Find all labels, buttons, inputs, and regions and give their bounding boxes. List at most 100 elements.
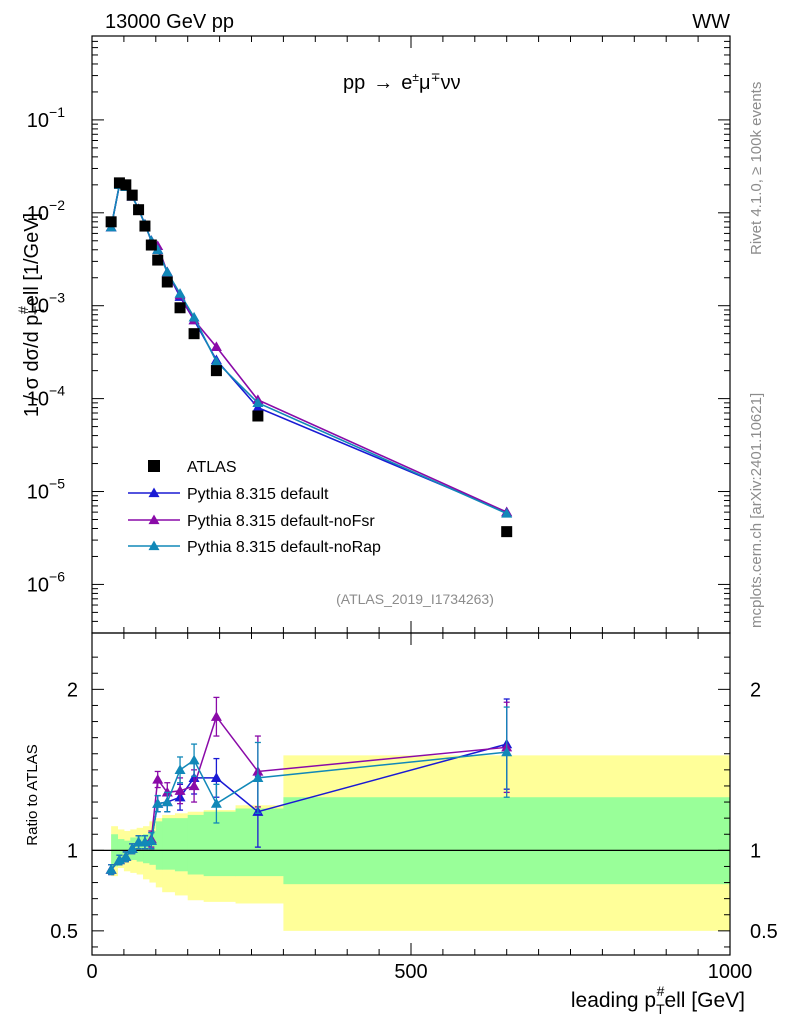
data-point-atlas bbox=[139, 220, 151, 232]
legend: ATLAS Pythia 8.315 default Pythia 8.315 de… bbox=[128, 459, 381, 556]
data-point-atlas bbox=[133, 204, 145, 216]
data-point-atlas bbox=[252, 410, 264, 422]
ratio-marker-noRap bbox=[126, 843, 138, 853]
ratio-y-tick-label: 0.5 bbox=[50, 921, 78, 943]
data-point-atlas bbox=[501, 526, 513, 538]
process-e: e bbox=[401, 72, 412, 94]
mcplots-label: mcplots.cern.ch [arXiv:2401.10621] bbox=[748, 393, 765, 628]
marker-noRap bbox=[210, 356, 222, 366]
header-process: WW bbox=[692, 11, 730, 33]
ratio-marker-noRap bbox=[188, 754, 200, 765]
legend-marker-noRap bbox=[148, 540, 160, 551]
legend-label-noFsr: Pythia 8.315 default-noFsr bbox=[187, 513, 375, 530]
y-tick-label: 10−3 bbox=[27, 290, 65, 318]
rivet-version-label: Rivet 4.1.0, ≥ 100k events bbox=[748, 82, 765, 255]
ratio-y-axis-title: Ratio to ATLAS bbox=[24, 744, 41, 845]
y-tick-label: 10−4 bbox=[27, 383, 65, 411]
legend-entry-noRap: Pythia 8.315 default-noRap bbox=[128, 539, 381, 556]
analysis-id: (ATLAS_2019_I1734263) bbox=[336, 591, 494, 607]
uncertainty-band-green bbox=[174, 818, 189, 872]
x-title-prefix: leading p bbox=[571, 989, 656, 1012]
y-tick-label: 10−6 bbox=[27, 568, 65, 596]
data-point-atlas bbox=[210, 365, 222, 377]
process-sup-pm: ± bbox=[412, 70, 419, 84]
uncertainty-band-green bbox=[187, 814, 205, 875]
marker-noRap bbox=[188, 311, 200, 322]
legend-marker-data bbox=[148, 460, 160, 472]
y-tick-label: 10−5 bbox=[27, 476, 65, 504]
y-title-suffix: ell [1/GeV] bbox=[21, 213, 43, 306]
ratio-y-tick-label-right: 1 bbox=[750, 840, 761, 862]
main-plot-panel: 10−6 10−5 10−4 10−3 10−2 10−1 bbox=[27, 35, 731, 634]
y-tick-label: 10−1 bbox=[27, 104, 65, 132]
ratio-marker-noRap bbox=[161, 796, 173, 807]
uncertainty-band-green bbox=[235, 808, 284, 877]
process-sup-mp: ∓ bbox=[431, 70, 441, 84]
y-title-sup: # bbox=[15, 306, 31, 314]
process-nunu: νν bbox=[441, 72, 461, 94]
process-arrow: → bbox=[373, 72, 393, 94]
y-title-sub: T bbox=[31, 306, 47, 315]
ratio-marker-noFsr bbox=[188, 780, 200, 791]
data-point-atlas bbox=[152, 254, 164, 266]
ratio-marker-default bbox=[210, 772, 222, 783]
data-point-atlas bbox=[174, 302, 186, 314]
legend-label-noRap: Pythia 8.315 default-noRap bbox=[187, 539, 381, 556]
ratio-marker-noRap bbox=[113, 854, 125, 865]
data-point-atlas bbox=[145, 239, 157, 251]
ratio-marker-noRap bbox=[120, 851, 132, 861]
x-tick-label: 500 bbox=[394, 961, 427, 983]
ratio-y-tick-label-right: 0.5 bbox=[750, 921, 778, 943]
ratio-marker-noRap bbox=[152, 798, 164, 808]
ratio-y-tick-label: 2 bbox=[67, 679, 78, 701]
header-energy: 13000 GeV pp bbox=[105, 11, 234, 33]
ratio-y-tick-label: 1 bbox=[67, 840, 78, 862]
data-point-atlas bbox=[113, 177, 125, 189]
ratio-marker-noFsr bbox=[174, 785, 186, 795]
ratio-plot-panel: 0.5 0.5 1 1 2 2 0 500 1000 bbox=[50, 632, 778, 983]
process-mu: μ bbox=[419, 72, 431, 94]
marker-noRap bbox=[174, 288, 186, 298]
x-tick-label: 0 bbox=[86, 961, 97, 983]
series-line-noFsr bbox=[110, 183, 508, 513]
x-title-sup: # bbox=[657, 983, 665, 999]
legend-label-default: Pythia 8.315 default bbox=[187, 486, 329, 503]
y-tick-label: 10−2 bbox=[27, 197, 65, 225]
uncertainty-band-green bbox=[162, 818, 176, 870]
data-point-atlas bbox=[120, 179, 132, 191]
series-line-noRap bbox=[110, 183, 508, 515]
marker-noRap bbox=[501, 507, 513, 518]
marker-noRap bbox=[252, 397, 264, 407]
x-axis-title: leading pT #ell [GeV] bbox=[571, 983, 745, 1017]
data-point-atlas bbox=[188, 328, 200, 340]
series-line-default bbox=[110, 183, 508, 513]
process-base: pp bbox=[343, 72, 365, 94]
ratio-marker-noFsr bbox=[210, 711, 222, 721]
legend-label-data: ATLAS bbox=[187, 459, 237, 476]
ratio-marker-noRap bbox=[174, 764, 186, 774]
process-title: pp → e±μ∓νν bbox=[343, 70, 461, 94]
marker-noFsr bbox=[210, 341, 222, 352]
uncertainty-band-green bbox=[155, 821, 163, 870]
ratio-marker-noRap bbox=[105, 864, 117, 874]
ratio-marker-noRap bbox=[252, 772, 264, 783]
uncertainty-band-green bbox=[149, 831, 157, 865]
ratio-marker-noRap bbox=[145, 835, 157, 845]
y-title-prefix: 1 / σ dσ/d p bbox=[21, 315, 43, 418]
ratio-marker-noRap bbox=[210, 798, 222, 808]
legend-marker-noFsr bbox=[148, 514, 160, 525]
main-y-axis-title: 1 / σ dσ/d pT#ell [1/GeV] bbox=[15, 213, 47, 417]
ratio-marker-noRap bbox=[501, 746, 513, 757]
legend-entry-default: Pythia 8.315 default bbox=[128, 486, 329, 503]
data-point-atlas bbox=[126, 189, 138, 201]
ratio-y-tick-label-right: 2 bbox=[750, 679, 761, 701]
ratio-marker-noFsr bbox=[152, 774, 164, 784]
x-title-suffix: ell [GeV] bbox=[664, 989, 745, 1012]
legend-marker-default bbox=[148, 487, 160, 498]
uncertainty-band-green bbox=[283, 797, 731, 885]
legend-entry-noFsr: Pythia 8.315 default-noFsr bbox=[128, 513, 375, 530]
data-point-atlas bbox=[161, 276, 173, 288]
legend-entry-data: ATLAS bbox=[148, 459, 237, 476]
x-tick-label: 1000 bbox=[708, 961, 753, 983]
